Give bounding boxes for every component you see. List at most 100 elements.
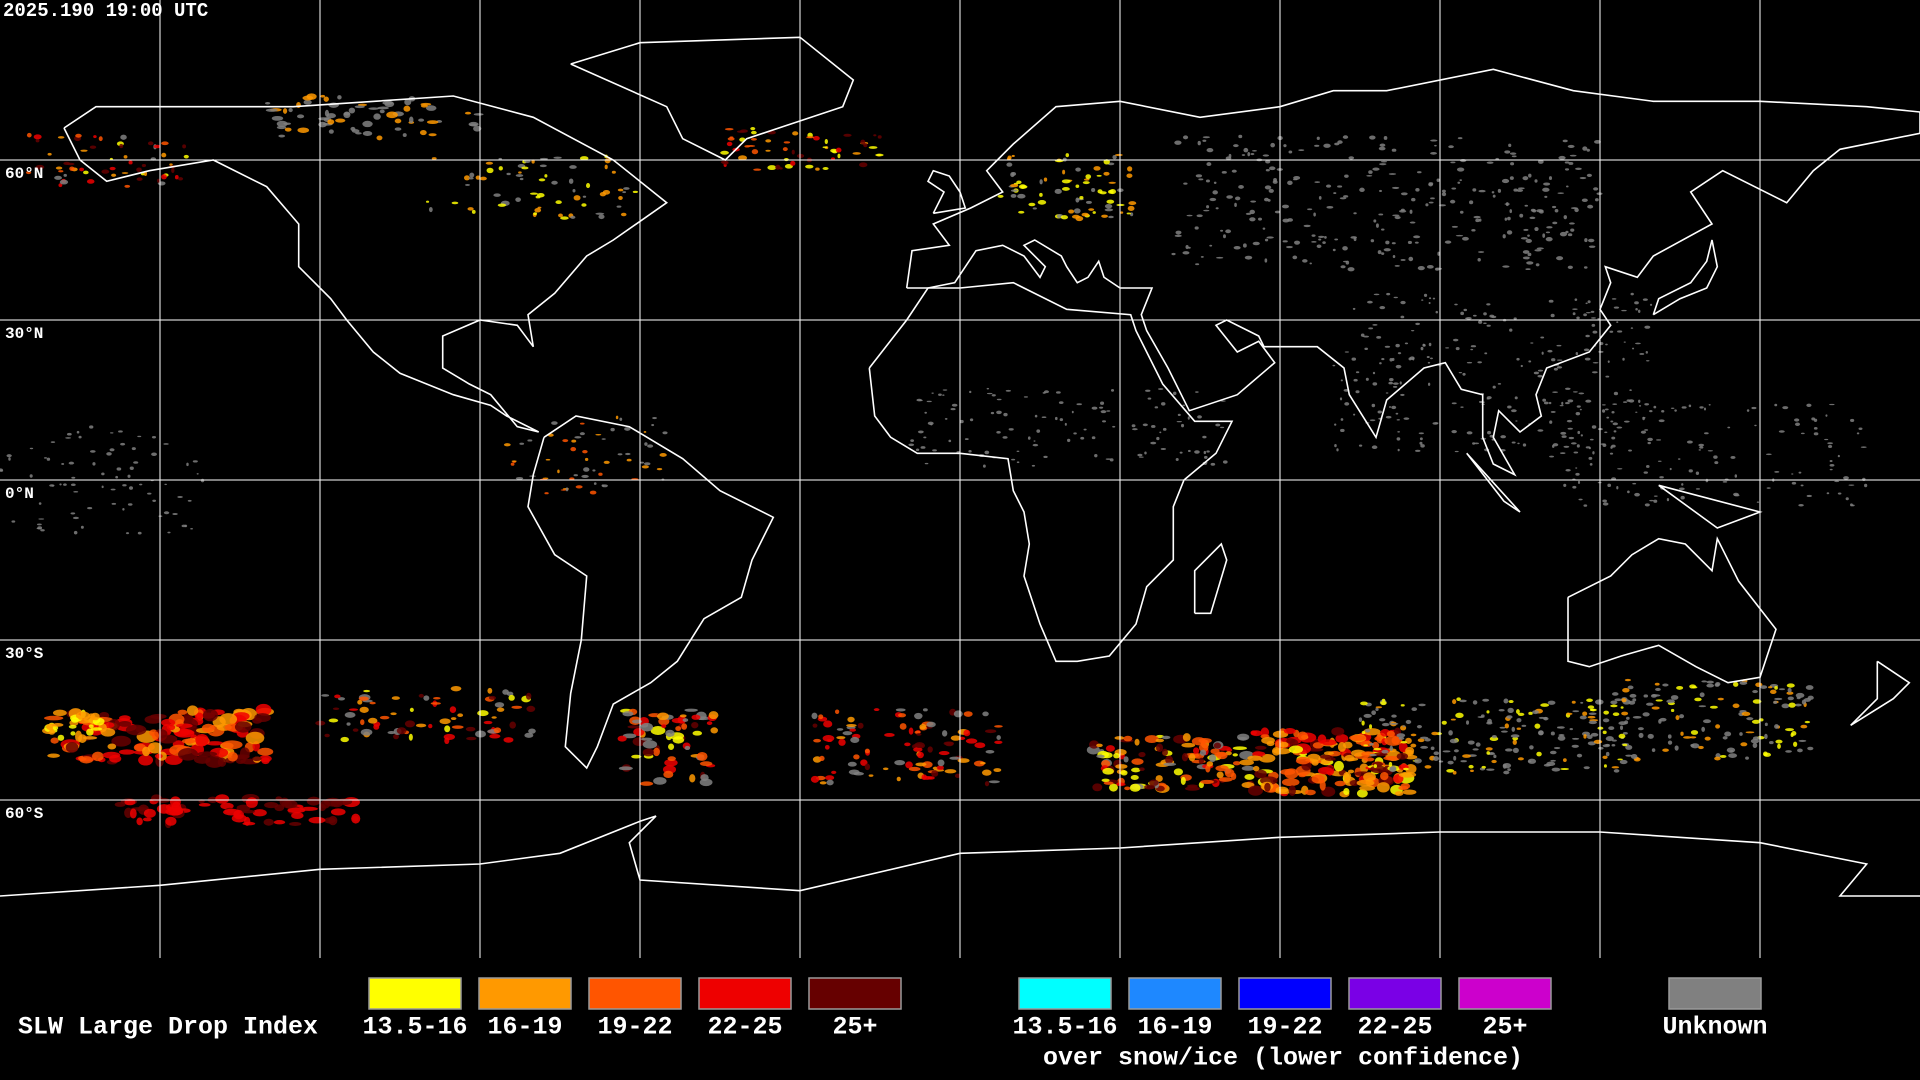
cloud-patch	[924, 411, 927, 414]
cloud-patch	[1588, 720, 1598, 725]
cloud-patch	[783, 141, 791, 144]
cloud-patch	[1203, 455, 1208, 459]
cloud-patch	[1287, 180, 1293, 186]
cloud-patch	[824, 744, 830, 750]
cloud-patch	[1397, 352, 1402, 355]
cloud-patch	[1688, 469, 1693, 473]
cloud-patch	[1250, 152, 1255, 156]
cloud-patch	[337, 697, 346, 701]
cloud-patch	[1621, 309, 1627, 312]
cloud-patch	[625, 452, 631, 456]
cloud-patch	[1415, 449, 1421, 452]
cloud-patch	[485, 161, 494, 165]
cloud-patch	[914, 712, 923, 720]
cloud-patch	[1492, 194, 1496, 198]
cloud-patch	[68, 724, 77, 729]
cloud-patch	[1213, 181, 1217, 184]
cloud-patch	[450, 685, 462, 692]
cloud-patch	[1428, 182, 1433, 187]
cloud-patch	[1528, 360, 1532, 363]
cloud-patch	[1205, 764, 1211, 773]
cloud-patch	[825, 775, 835, 781]
cloud-patch	[43, 457, 48, 459]
cloud-patch	[1054, 188, 1062, 194]
cloud-patch	[864, 748, 870, 754]
cloud-patch	[1359, 187, 1365, 193]
cloud-patch	[1080, 436, 1085, 440]
cloud-patch	[1101, 214, 1108, 218]
cloud-patch	[519, 442, 525, 445]
cloud-patch	[111, 173, 117, 177]
cloud-patch	[1376, 336, 1382, 339]
cloud-patch	[1699, 446, 1704, 449]
cloud-patch	[1525, 268, 1531, 271]
cloud-patch	[699, 761, 713, 767]
graticule	[0, 0, 1920, 958]
cloud-patch	[1361, 731, 1366, 735]
cloud-patch	[823, 720, 833, 728]
cloud-patch	[1369, 419, 1376, 422]
cloud-patch	[63, 173, 67, 177]
cloud-patch	[1644, 325, 1651, 329]
cloud-patch	[959, 419, 964, 424]
cloud-patch	[1378, 213, 1384, 216]
cloud-patch	[1383, 135, 1388, 140]
cloud-patch	[1288, 785, 1296, 797]
cloud-patch	[1388, 406, 1392, 408]
cloud-patch	[1534, 723, 1541, 729]
cloud-patch	[1129, 783, 1141, 792]
cloud-patch	[1520, 237, 1528, 240]
cloud-patch	[1651, 748, 1656, 753]
cloud-patch	[1617, 330, 1623, 333]
cloud-patch	[1383, 755, 1400, 761]
cloud-patch	[1644, 503, 1650, 507]
cloud-patch	[1542, 398, 1547, 402]
cloud-patch	[990, 411, 995, 415]
cloud-patch	[1353, 378, 1358, 382]
cloud-patch	[1196, 214, 1203, 218]
cloud-patch	[120, 442, 126, 446]
cloud-patch	[1028, 202, 1036, 207]
cloud-patch	[1430, 151, 1437, 155]
cloud-patch	[1570, 207, 1578, 210]
cloud-patch	[1602, 502, 1609, 506]
cloud-patch	[1778, 688, 1786, 691]
cloud-patch	[1640, 430, 1647, 434]
cloud-patch	[1622, 401, 1628, 403]
cloud-patch	[1216, 256, 1224, 259]
cloud-patch	[1528, 173, 1532, 178]
cloud-patch	[1244, 255, 1253, 260]
cloud-patch	[819, 755, 825, 761]
cloud-patch	[394, 118, 402, 124]
cloud-patch	[1368, 170, 1373, 174]
cloud-patch	[1151, 424, 1156, 428]
cloud-patch	[129, 466, 134, 471]
cloud-patch	[1634, 492, 1640, 497]
cloud-patch	[1400, 393, 1405, 396]
cloud-patch	[1358, 717, 1363, 722]
cloud-patch	[1727, 426, 1731, 429]
cloud-patch	[1142, 423, 1148, 427]
cloud-patch	[124, 798, 136, 806]
cloud-patch	[1234, 196, 1241, 201]
cloud-patch	[1459, 179, 1463, 182]
cloud-patch	[1353, 413, 1356, 416]
cloud-patch	[1286, 738, 1296, 744]
cloud-patch	[1396, 419, 1400, 421]
cloud-patch	[1453, 749, 1459, 753]
cloud-patch	[1774, 697, 1783, 701]
cloud-patch	[1705, 478, 1709, 483]
cloud-patch	[836, 728, 844, 731]
cloud-patch	[1568, 436, 1575, 440]
cloud-patch	[50, 737, 59, 744]
cloud-patch	[1532, 209, 1537, 213]
cloud-patch	[1351, 357, 1357, 361]
cloud-patch	[1270, 142, 1275, 148]
cloud-patch	[672, 736, 685, 744]
cloud-patch	[1500, 730, 1508, 733]
cloud-patch	[393, 733, 399, 740]
cloud-patch	[571, 439, 577, 443]
cloud-patch	[1666, 497, 1670, 502]
cloud-patch	[1162, 427, 1167, 431]
